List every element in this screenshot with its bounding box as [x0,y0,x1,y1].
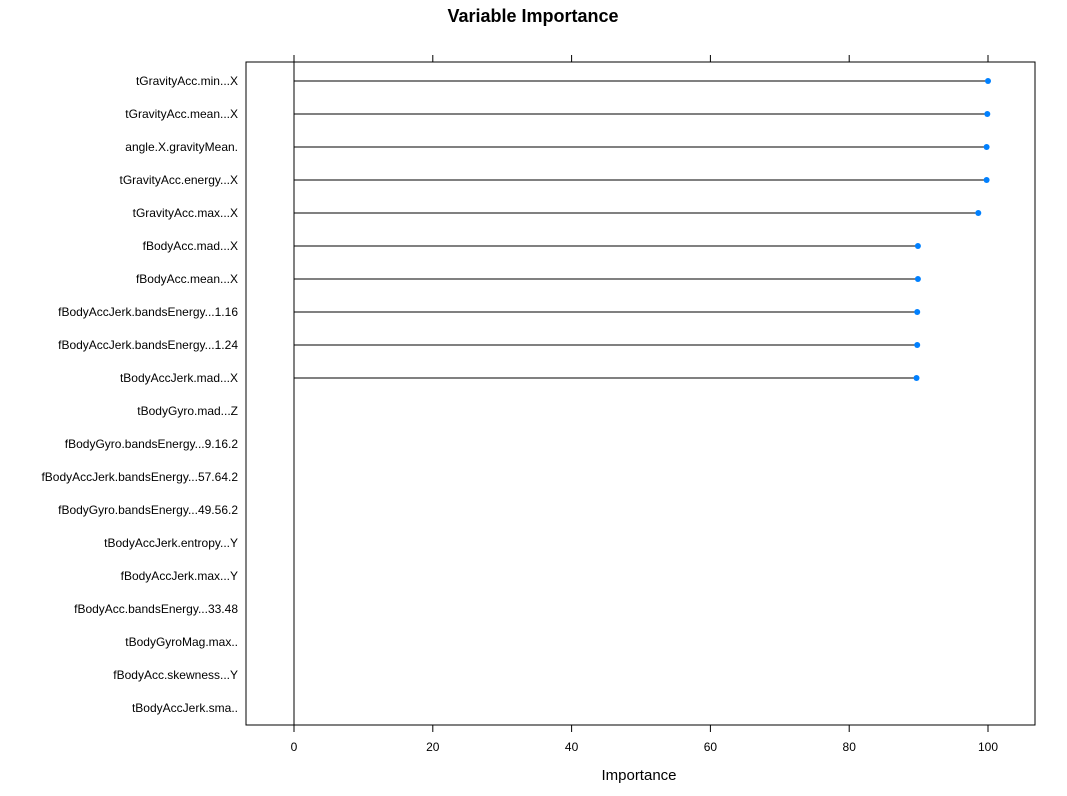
importance-point [983,144,990,150]
x-axis-label: Importance [601,767,676,784]
x-tick-label: 40 [565,740,579,754]
category-label: fBodyAcc.skewness...Y [113,668,238,682]
importance-point [914,276,921,282]
chart-title: Variable Importance [447,6,618,26]
category-label: fBodyAccJerk.bandsEnergy...1.16 [58,305,238,319]
category-label: fBodyAccJerk.max...Y [121,569,238,583]
plot-frame [245,61,1036,726]
importance-point [913,375,920,381]
importance-point [914,342,921,348]
x-tick-label: 0 [291,740,298,754]
importance-point [914,309,921,315]
importance-points [913,78,991,381]
category-label: tGravityAcc.mean...X [125,107,238,121]
category-label: tGravityAcc.energy...X [120,173,238,187]
category-label: fBodyGyro.bandsEnergy...9.16.2 [65,437,239,451]
category-label: tBodyAccJerk.mad...X [120,371,238,385]
category-label: angle.X.gravityMean. [125,140,238,154]
category-label: tBodyGyroMag.max.. [125,635,238,649]
x-tick-label: 60 [704,740,718,754]
importance-point [914,243,921,249]
category-label: tGravityAcc.min...X [136,74,238,88]
category-label: fBodyAccJerk.bandsEnergy...1.24 [58,338,238,352]
importance-point [985,78,991,84]
category-label: fBodyGyro.bandsEnergy...49.56.2 [58,503,238,517]
category-label: fBodyAcc.bandsEnergy...33.48 [74,602,238,616]
importance-point [984,111,991,117]
category-label: fBodyAcc.mad...X [143,239,238,253]
category-label: fBodyAcc.mean...X [136,272,238,286]
category-label: tGravityAcc.max...X [133,206,238,220]
x-tick-label: 80 [843,740,857,754]
category-label: fBodyAccJerk.bandsEnergy...57.64.2 [41,470,238,484]
category-labels: tGravityAcc.min...X tGravityAcc.mean...X a… [41,74,238,715]
top-axis-ticks [293,55,989,62]
x-tick-label: 20 [426,740,440,754]
category-label: tBodyAccJerk.sma.. [132,701,238,715]
category-label: tBodyGyro.mad...Z [137,404,238,418]
importance-point [975,210,982,216]
importance-stems [294,80,988,379]
bottom-axis: 0 20 40 60 80 100 [291,725,998,754]
x-tick-label: 100 [978,740,998,754]
importance-point [983,177,990,183]
category-label: tBodyAccJerk.entropy...Y [104,536,238,550]
